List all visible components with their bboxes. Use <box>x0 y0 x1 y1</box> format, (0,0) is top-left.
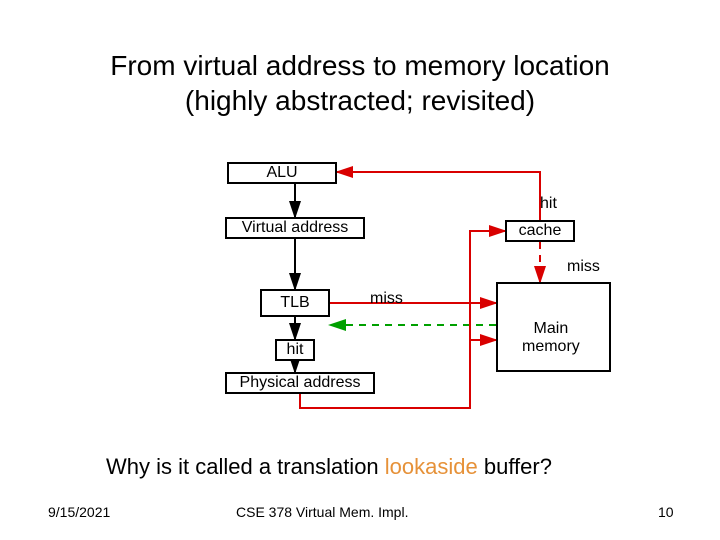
footer-page: 10 <box>658 504 674 520</box>
miss-label-top: miss <box>567 258 600 276</box>
hit-box: hit <box>275 339 315 361</box>
question-text: Why is it called a translation lookaside… <box>106 454 552 480</box>
main-memory-label: Mainmemory <box>522 320 580 356</box>
question-pre: Why is it called a translation <box>106 454 385 479</box>
tlb-box: TLB <box>260 289 330 317</box>
footer-date: 9/15/2021 <box>48 504 110 520</box>
title-line-2: (highly abstracted; revisited) <box>185 85 535 116</box>
physical-address-box: Physical address <box>225 372 375 394</box>
cache-box: cache <box>505 220 575 242</box>
virtual-address-box: Virtual address <box>225 217 365 239</box>
alu-box: ALU <box>227 162 337 184</box>
slide-title: From virtual address to memory location … <box>0 48 720 118</box>
question-post: buffer? <box>478 454 552 479</box>
footer-course: CSE 378 Virtual Mem. Impl. <box>236 504 408 520</box>
hit-label: hit <box>540 195 557 213</box>
miss-label-mid: miss <box>370 290 403 308</box>
slide: From virtual address to memory location … <box>0 0 720 540</box>
question-lookaside: lookaside <box>385 454 478 479</box>
cache-hit-up <box>337 172 540 220</box>
title-line-1: From virtual address to memory location <box>110 50 610 81</box>
